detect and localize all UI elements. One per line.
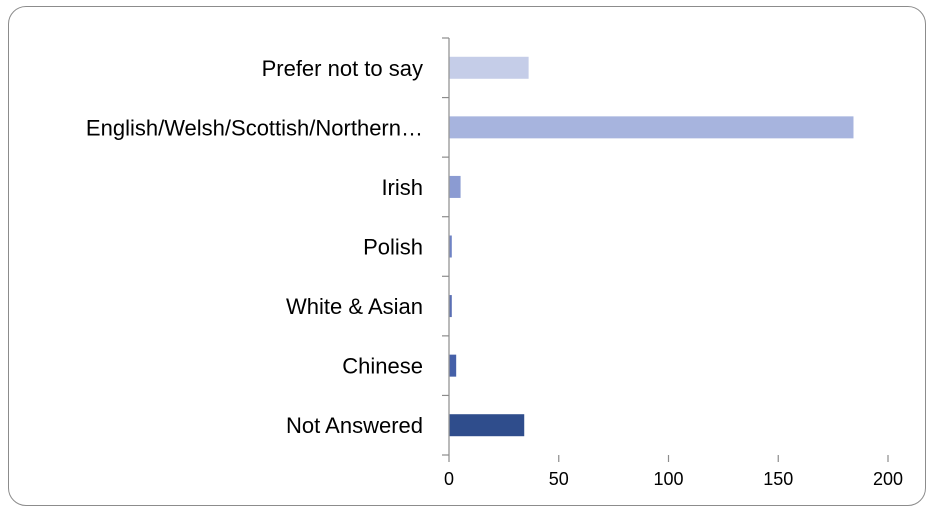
bars-layer	[449, 56, 854, 437]
bar	[449, 116, 854, 139]
x-tick-label: 100	[653, 469, 683, 489]
bar	[449, 414, 525, 437]
labels-layer: Prefer not to say English/Welsh/Scottish/…	[86, 56, 903, 489]
category-label: English/Welsh/Scottish/Northern…	[86, 115, 423, 140]
category-label: Prefer not to say	[262, 56, 423, 81]
category-label: White & Asian	[286, 294, 423, 319]
category-label: Irish	[381, 175, 423, 200]
x-tick-label: 150	[763, 469, 793, 489]
bar	[449, 235, 452, 258]
category-label: Polish	[363, 235, 423, 260]
bar	[449, 175, 461, 198]
x-tick-label: 50	[549, 469, 569, 489]
category-label: Not Answered	[286, 413, 423, 438]
x-tick-label: 200	[873, 469, 903, 489]
bar	[449, 295, 452, 318]
axis-layer	[442, 37, 889, 462]
x-tick-label: 0	[444, 469, 454, 489]
category-label: Chinese	[342, 354, 423, 379]
bar	[449, 354, 457, 377]
bar	[449, 56, 529, 79]
